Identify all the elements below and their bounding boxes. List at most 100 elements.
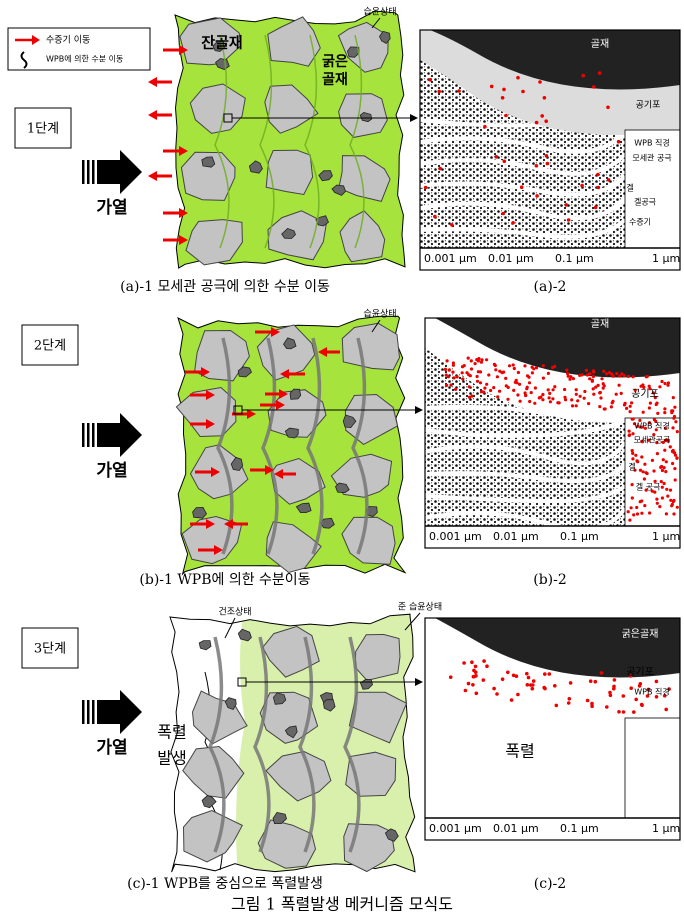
water-vapor bbox=[652, 469, 655, 472]
water-vapor bbox=[600, 377, 603, 380]
water-vapor bbox=[569, 681, 573, 685]
heat-arrow bbox=[97, 690, 142, 734]
water-vapor bbox=[631, 457, 634, 460]
water-vapor bbox=[501, 96, 505, 100]
scale-label: 1 μm bbox=[652, 822, 680, 835]
water-vapor bbox=[622, 694, 626, 698]
water-vapor bbox=[583, 390, 586, 393]
water-vapor bbox=[615, 393, 618, 396]
water-vapor bbox=[665, 460, 668, 463]
micro-label: 골재 bbox=[591, 318, 609, 330]
micro-label: 겔공극 bbox=[634, 197, 656, 207]
water-vapor bbox=[651, 459, 654, 462]
water-vapor bbox=[512, 389, 515, 392]
water-vapor bbox=[494, 364, 497, 367]
scale-label: 0.001 μm bbox=[424, 252, 477, 265]
water-vapor bbox=[658, 385, 661, 388]
water-vapor bbox=[665, 512, 668, 515]
heat-label: 가열 bbox=[96, 198, 127, 218]
water-vapor bbox=[669, 445, 672, 448]
water-vapor bbox=[588, 377, 591, 380]
water-vapor bbox=[504, 377, 507, 380]
water-vapor bbox=[535, 194, 539, 198]
aggregate-label: 발생 bbox=[157, 749, 186, 768]
water-vapor bbox=[547, 372, 550, 375]
water-vapor bbox=[489, 389, 492, 392]
micro-label: 굵은골재 bbox=[622, 628, 659, 640]
scale-label: 0.1 μm bbox=[560, 822, 599, 835]
water-vapor bbox=[454, 388, 457, 391]
water-vapor bbox=[506, 671, 510, 675]
water-vapor bbox=[605, 372, 608, 375]
water-vapor bbox=[449, 675, 453, 679]
water-vapor bbox=[639, 682, 643, 686]
water-vapor bbox=[542, 686, 546, 690]
water-vapor bbox=[495, 155, 499, 159]
water-vapor bbox=[625, 407, 628, 410]
water-vapor bbox=[618, 384, 621, 387]
water-vapor bbox=[450, 223, 454, 227]
water-vapor bbox=[663, 449, 666, 452]
water-vapor bbox=[632, 513, 635, 516]
water-vapor bbox=[643, 463, 646, 466]
water-vapor bbox=[535, 121, 539, 125]
scale-label: 1 μm bbox=[652, 252, 680, 265]
water-vapor bbox=[501, 677, 505, 681]
water-vapor bbox=[553, 385, 556, 388]
water-vapor bbox=[487, 373, 490, 376]
water-vapor bbox=[662, 458, 665, 461]
water-vapor bbox=[646, 472, 649, 475]
heat-bar bbox=[92, 423, 95, 447]
heat-bar bbox=[87, 700, 90, 724]
water-vapor bbox=[631, 483, 634, 486]
water-vapor bbox=[565, 369, 568, 372]
heat-label: 가열 bbox=[96, 461, 127, 481]
water-vapor bbox=[631, 496, 634, 499]
water-vapor bbox=[471, 683, 475, 687]
water-vapor bbox=[498, 390, 501, 393]
water-vapor bbox=[540, 114, 544, 118]
water-vapor bbox=[674, 420, 677, 423]
water-vapor bbox=[511, 221, 515, 225]
water-vapor bbox=[586, 373, 589, 376]
water-vapor bbox=[671, 462, 674, 465]
water-vapor bbox=[634, 698, 638, 702]
water-vapor bbox=[565, 203, 569, 207]
water-vapor bbox=[635, 506, 638, 509]
water-vapor bbox=[495, 692, 499, 696]
water-vapor bbox=[444, 368, 447, 371]
water-vapor bbox=[627, 375, 630, 378]
water-vapor bbox=[451, 371, 454, 374]
water-vapor bbox=[600, 671, 604, 675]
water-vapor bbox=[496, 375, 499, 378]
water-vapor bbox=[510, 698, 514, 702]
water-vapor bbox=[567, 218, 571, 222]
water-vapor bbox=[639, 500, 642, 503]
water-vapor bbox=[639, 469, 642, 472]
micro-label: 수증기 bbox=[629, 218, 651, 227]
water-vapor bbox=[494, 368, 497, 371]
micro-label: WPB 직경 bbox=[634, 687, 670, 697]
water-vapor bbox=[575, 404, 578, 407]
water-vapor bbox=[594, 206, 598, 210]
water-vapor bbox=[658, 505, 661, 508]
water-vapor bbox=[446, 359, 449, 362]
water-vapor bbox=[592, 370, 595, 373]
water-vapor bbox=[669, 489, 672, 492]
stage-label: 2단계 bbox=[34, 339, 66, 354]
aggregate-label: 잔골재 bbox=[201, 34, 242, 52]
micro-label: 공기포 bbox=[626, 666, 654, 678]
water-vapor bbox=[516, 393, 519, 396]
water-vapor bbox=[553, 684, 557, 688]
water-vapor bbox=[502, 88, 506, 92]
water-vapor bbox=[462, 661, 466, 665]
aggregate-label: 폭렬 bbox=[157, 723, 186, 742]
legend: 수증기 이동 WPB에 의한 수분 이동 bbox=[8, 28, 150, 70]
scale-label: 0.001 μm bbox=[429, 530, 482, 543]
water-vapor bbox=[549, 400, 552, 403]
water-vapor bbox=[503, 160, 507, 164]
water-vapor bbox=[648, 511, 651, 514]
coarse-aggregate bbox=[355, 635, 400, 681]
water-vapor bbox=[461, 371, 464, 374]
water-vapor bbox=[470, 395, 473, 398]
